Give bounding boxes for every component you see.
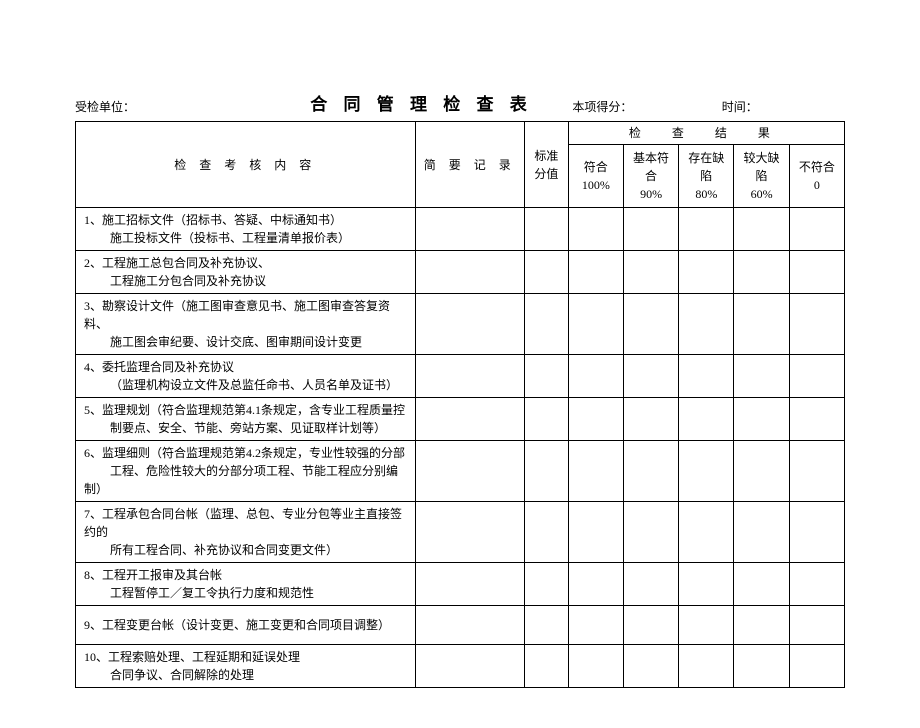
empty-cell	[623, 355, 678, 398]
empty-cell	[415, 208, 524, 251]
header-row: 受检单位： 合 同 管 理 检 查 表 本项得分： 时间：	[75, 90, 845, 115]
empty-cell	[524, 251, 568, 294]
empty-cell	[789, 398, 844, 441]
empty-cell	[568, 441, 623, 502]
empty-cell	[734, 441, 789, 502]
empty-cell	[415, 563, 524, 606]
empty-cell	[679, 563, 734, 606]
table-row: 7、工程承包合同台帐（监理、总包、专业分包等业主直接签约的所有工程合同、补充协议…	[76, 502, 845, 563]
inspected-unit-label: 受检单位：	[75, 98, 291, 115]
empty-cell	[734, 294, 789, 355]
table-row: 1、施工招标文件（招标书、答疑、中标通知书）施工投标文件（投标书、工程量清单报价…	[76, 208, 845, 251]
empty-cell	[415, 355, 524, 398]
col-r5-header: 不符合0	[789, 145, 844, 208]
empty-cell	[524, 294, 568, 355]
table-row: 2、工程施工总包合同及补充协议、工程施工分包合同及补充协议	[76, 251, 845, 294]
col-r3-header: 存在缺陷80%	[679, 145, 734, 208]
col-content-header: 检 查 考 核 内 容	[76, 122, 416, 208]
empty-cell	[623, 294, 678, 355]
table-row: 4、委托监理合同及补充协议（监理机构设立文件及总监任命书、人员名单及证书）	[76, 355, 845, 398]
content-cell: 7、工程承包合同台帐（监理、总包、专业分包等业主直接签约的所有工程合同、补充协议…	[76, 502, 416, 563]
content-cell: 3、勘察设计文件（施工图审查意见书、施工图审查答复资料、施工图会审纪要、设计交底…	[76, 294, 416, 355]
empty-cell	[679, 294, 734, 355]
empty-cell	[679, 441, 734, 502]
time-label: 时间：	[722, 98, 845, 115]
empty-cell	[789, 606, 844, 645]
inspection-table: 检 查 考 核 内 容 简 要 记 录 标准分值 检 查 结 果 符合100% …	[75, 121, 845, 688]
empty-cell	[623, 398, 678, 441]
table-row: 5、监理规划（符合监理规范第4.1条规定，含专业工程质量控制要点、安全、节能、旁…	[76, 398, 845, 441]
col-r2-header: 基本符合90%	[623, 145, 678, 208]
empty-cell	[568, 251, 623, 294]
empty-cell	[789, 208, 844, 251]
empty-cell	[789, 502, 844, 563]
col-result-group-header: 检 查 结 果	[568, 122, 844, 145]
table-row: 9、工程变更台帐（设计变更、施工变更和合同项目调整）	[76, 606, 845, 645]
empty-cell	[734, 208, 789, 251]
empty-cell	[568, 208, 623, 251]
empty-cell	[679, 355, 734, 398]
empty-cell	[568, 355, 623, 398]
empty-cell	[734, 355, 789, 398]
empty-cell	[524, 441, 568, 502]
col-standard-header: 标准分值	[524, 122, 568, 208]
empty-cell	[734, 563, 789, 606]
col-record-header: 简 要 记 录	[415, 122, 524, 208]
empty-cell	[568, 563, 623, 606]
empty-cell	[524, 208, 568, 251]
empty-cell	[623, 441, 678, 502]
col-r4-header: 较大缺陷60%	[734, 145, 789, 208]
empty-cell	[524, 398, 568, 441]
empty-cell	[734, 251, 789, 294]
empty-cell	[524, 563, 568, 606]
empty-cell	[789, 251, 844, 294]
page-title: 合 同 管 理 检 查 表	[291, 90, 553, 115]
content-cell: 9、工程变更台帐（设计变更、施工变更和合同项目调整）	[76, 606, 416, 645]
empty-cell	[524, 606, 568, 645]
empty-cell	[568, 606, 623, 645]
empty-cell	[623, 606, 678, 645]
empty-cell	[789, 294, 844, 355]
empty-cell	[789, 563, 844, 606]
score-label: 本项得分：	[552, 98, 721, 115]
empty-cell	[679, 502, 734, 563]
content-cell: 5、监理规划（符合监理规范第4.1条规定，含专业工程质量控制要点、安全、节能、旁…	[76, 398, 416, 441]
table-row: 8、工程开工报审及其台帐工程暂停工／复工令执行力度和规范性	[76, 563, 845, 606]
empty-cell	[623, 251, 678, 294]
empty-cell	[734, 502, 789, 563]
content-cell: 4、委托监理合同及补充协议（监理机构设立文件及总监任命书、人员名单及证书）	[76, 355, 416, 398]
empty-cell	[415, 502, 524, 563]
table-row: 3、勘察设计文件（施工图审查意见书、施工图审查答复资料、施工图会审纪要、设计交底…	[76, 294, 845, 355]
empty-cell	[524, 355, 568, 398]
empty-cell	[415, 251, 524, 294]
col-r1-header: 符合100%	[568, 145, 623, 208]
empty-cell	[679, 606, 734, 645]
empty-cell	[679, 251, 734, 294]
empty-cell	[623, 563, 678, 606]
empty-cell	[679, 208, 734, 251]
empty-cell	[568, 398, 623, 441]
empty-cell	[415, 398, 524, 441]
empty-cell	[415, 606, 524, 645]
empty-cell	[679, 398, 734, 441]
empty-cell	[734, 606, 789, 645]
content-cell: 8、工程开工报审及其台帐工程暂停工／复工令执行力度和规范性	[76, 563, 416, 606]
empty-cell	[415, 294, 524, 355]
table-row: 6、监理细则（符合监理规范第4.2条规定，专业性较强的分部工程、危险性较大的分部…	[76, 441, 845, 502]
content-cell: 1、施工招标文件（招标书、答疑、中标通知书）施工投标文件（投标书、工程量清单报价…	[76, 208, 416, 251]
empty-cell	[789, 441, 844, 502]
empty-cell	[524, 502, 568, 563]
empty-cell	[623, 502, 678, 563]
empty-cell	[568, 294, 623, 355]
empty-cell	[568, 502, 623, 563]
empty-cell	[789, 355, 844, 398]
content-cell: 2、工程施工总包合同及补充协议、工程施工分包合同及补充协议	[76, 251, 416, 294]
empty-cell	[623, 208, 678, 251]
empty-cell	[734, 398, 789, 441]
content-cell: 6、监理细则（符合监理规范第4.2条规定，专业性较强的分部工程、危险性较大的分部…	[76, 441, 416, 502]
empty-cell	[415, 441, 524, 502]
